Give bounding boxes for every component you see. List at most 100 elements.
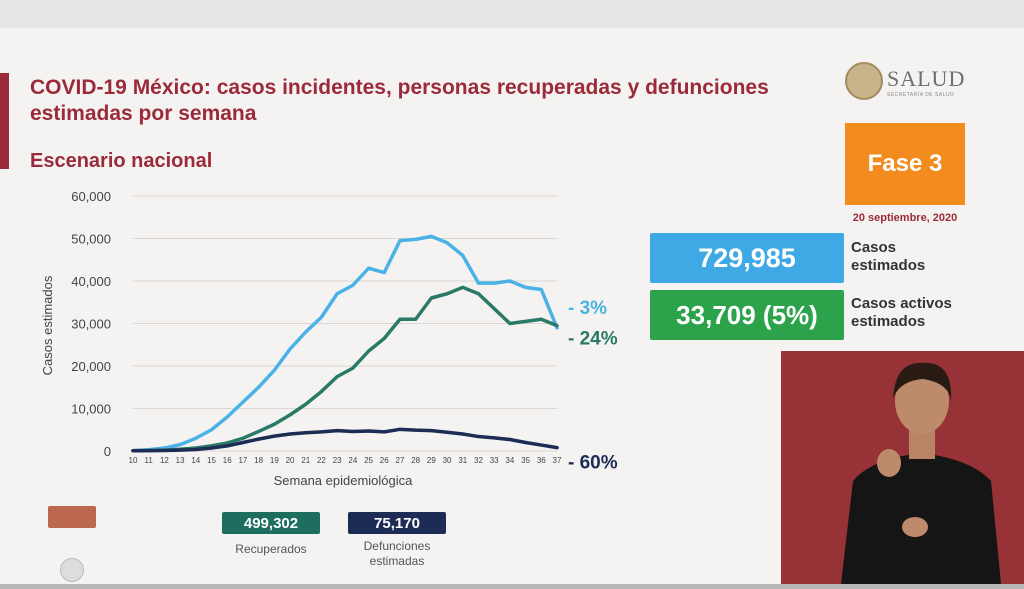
data-point	[508, 279, 512, 283]
data-point	[476, 281, 481, 285]
data-point	[131, 449, 135, 453]
data-point	[225, 444, 229, 448]
data-point	[319, 389, 324, 394]
data-point	[288, 413, 292, 417]
salud-logo: SALUD SECRETARÍA DE SALUD	[845, 62, 975, 106]
y-tick-label: 40,000	[71, 274, 111, 289]
data-point	[209, 446, 214, 450]
data-point	[241, 400, 245, 404]
seal-icon	[60, 558, 84, 582]
data-point	[272, 422, 276, 426]
data-point	[241, 436, 245, 440]
data-point	[523, 319, 528, 323]
data-point	[539, 443, 543, 447]
legend-label-line: Defunciones	[363, 539, 431, 553]
slide-title: COVID-19 México: casos incidentes, perso…	[30, 76, 769, 125]
data-point	[194, 436, 198, 440]
data-point	[539, 317, 543, 321]
data-point	[461, 253, 465, 258]
x-axis-label: Semana epidemiológica	[274, 473, 414, 488]
series-end-label: - 3%	[568, 298, 607, 319]
x-tick-label: 16	[223, 456, 232, 465]
data-point	[461, 432, 465, 436]
data-point	[351, 283, 355, 287]
data-point	[429, 296, 433, 300]
data-point	[304, 402, 308, 406]
x-tick-label: 29	[427, 456, 436, 465]
x-tick-label: 14	[191, 456, 200, 465]
kpi-casos-estimados-label: Casos estimados	[851, 239, 925, 275]
data-point	[162, 448, 167, 453]
x-tick-label: 13	[176, 456, 185, 465]
data-point	[225, 415, 229, 419]
y-tick-label: 0	[104, 444, 111, 459]
phase-badge: Fase 3	[845, 123, 965, 205]
data-point	[492, 281, 496, 285]
x-tick-label: 37	[553, 456, 562, 465]
kpi-casos-estimados: 729,985	[650, 233, 844, 283]
total-defunciones-label: Defunciones estimadas	[341, 539, 453, 569]
data-point	[335, 429, 339, 433]
data-point	[382, 430, 386, 434]
slide: COVID-19 México: casos incidentes, perso…	[0, 28, 1024, 584]
data-point	[257, 385, 261, 389]
y-tick-label: 10,000	[71, 402, 111, 417]
data-point	[555, 446, 559, 450]
y-tick-label: 50,000	[71, 232, 111, 247]
data-point	[319, 430, 324, 434]
x-tick-label: 28	[411, 456, 420, 465]
data-point	[508, 321, 512, 326]
legend-label-line: estimadas	[369, 554, 425, 568]
x-tick-label: 27	[396, 456, 405, 465]
government-logos	[48, 506, 96, 528]
x-tick-label: 25	[364, 456, 373, 465]
data-point	[257, 429, 261, 434]
logo-tagline: SECRETARÍA DE SALUD	[887, 92, 955, 98]
data-point	[492, 436, 496, 440]
logo-name: SALUD	[887, 66, 966, 91]
data-point	[476, 434, 481, 439]
phase-date: 20 septiembre, 2020	[852, 212, 958, 224]
data-point	[366, 429, 371, 433]
data-point	[476, 292, 481, 296]
x-tick-label: 15	[207, 456, 216, 465]
data-point	[445, 241, 449, 245]
x-tick-label: 30	[443, 456, 452, 465]
x-tick-label: 32	[474, 456, 483, 465]
kpi-label-line: estimados	[851, 257, 926, 274]
data-point	[523, 285, 528, 289]
data-point	[304, 431, 308, 435]
y-tick-label: 60,000	[71, 189, 111, 204]
x-tick-label: 33	[490, 456, 499, 465]
x-tick-label: 34	[505, 456, 514, 465]
mexico-seal-icon	[845, 62, 883, 100]
x-tick-label: 26	[380, 456, 389, 465]
data-point	[335, 292, 339, 296]
data-point	[414, 428, 418, 432]
y-axis-label: Casos estimados	[40, 275, 55, 375]
kpi-label-line: estimados	[851, 313, 926, 330]
x-tick-label: 22	[317, 456, 326, 465]
kpi-casos-activos-label: Casos activos estimados	[851, 295, 952, 331]
accent-bar	[0, 73, 9, 169]
data-point	[288, 432, 292, 436]
data-point	[382, 270, 386, 275]
x-tick-label: 31	[458, 456, 467, 465]
data-point	[414, 317, 418, 321]
data-point	[398, 427, 402, 431]
data-point	[319, 315, 324, 319]
data-point	[414, 237, 418, 241]
data-point	[272, 368, 276, 372]
data-point	[508, 437, 512, 442]
interpreter-figure	[841, 362, 1001, 584]
data-point	[335, 375, 339, 379]
data-point	[539, 287, 543, 292]
data-point	[398, 239, 402, 243]
x-tick-label: 18	[254, 456, 263, 465]
total-recuperados-label: Recuperados	[215, 542, 327, 557]
x-tick-label: 11	[145, 456, 154, 465]
total-recuperados: 499,302	[222, 512, 320, 534]
data-point	[194, 447, 198, 452]
top-bar	[0, 0, 1024, 28]
data-point	[555, 324, 559, 328]
